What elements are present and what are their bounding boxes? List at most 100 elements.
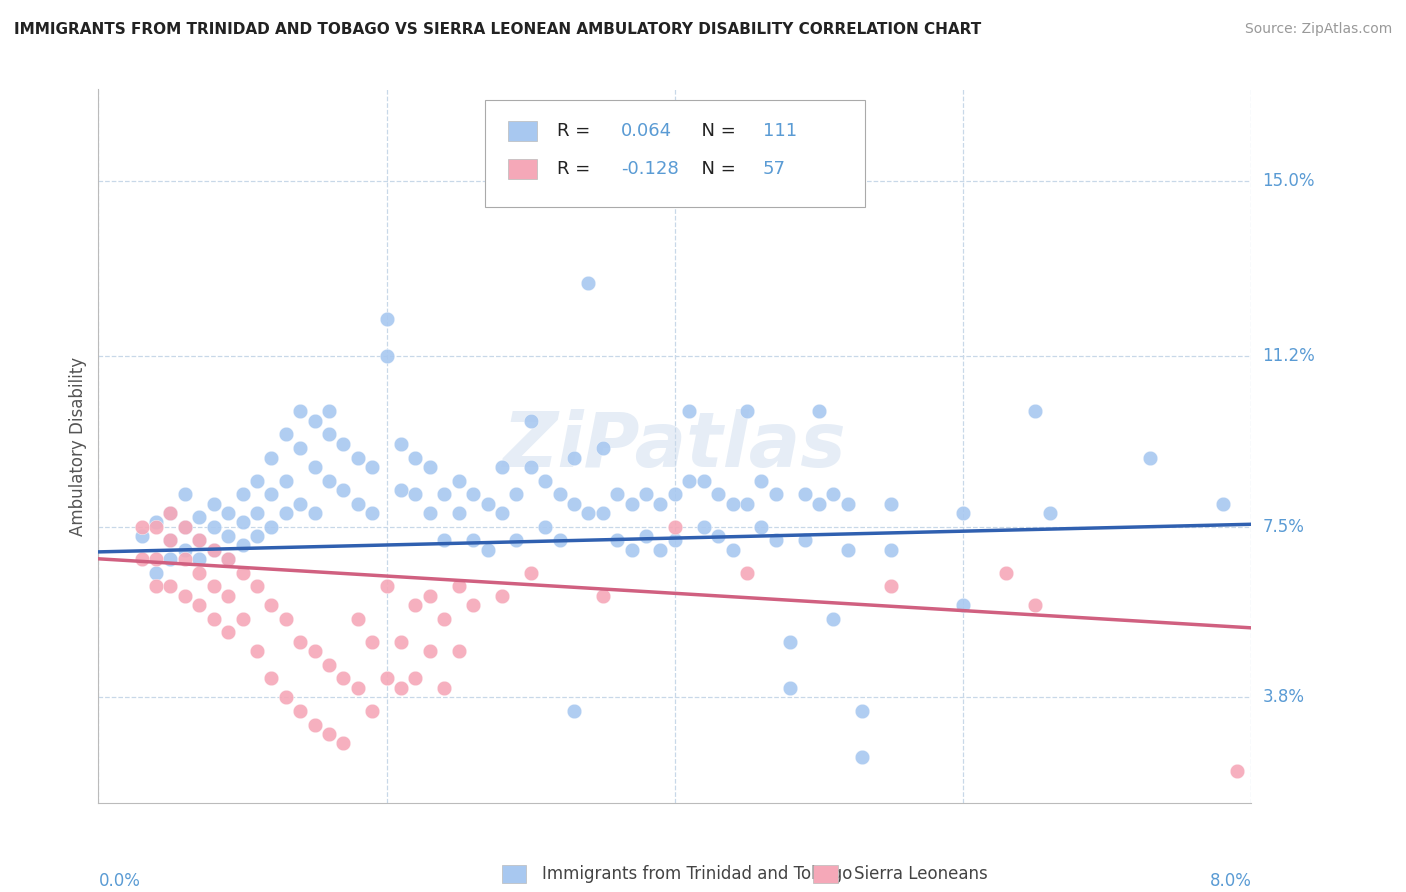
Text: Sierra Leoneans: Sierra Leoneans xyxy=(853,865,987,883)
Point xyxy=(447,506,470,520)
Point xyxy=(202,519,225,533)
Point xyxy=(447,644,470,658)
Text: -0.128: -0.128 xyxy=(620,161,679,178)
Point xyxy=(735,404,758,418)
Point xyxy=(131,519,153,533)
Point xyxy=(318,427,340,442)
FancyBboxPatch shape xyxy=(502,865,526,883)
Point xyxy=(332,436,354,450)
Point xyxy=(274,474,297,488)
Point xyxy=(290,497,312,511)
Point xyxy=(145,515,167,529)
Point xyxy=(389,634,412,648)
Point xyxy=(519,414,541,428)
Point xyxy=(433,487,456,501)
Point xyxy=(534,474,557,488)
Point xyxy=(159,551,181,566)
Text: R =: R = xyxy=(557,161,596,178)
Point xyxy=(491,459,513,474)
Point xyxy=(217,551,239,566)
Point xyxy=(851,704,873,718)
Point xyxy=(389,483,412,497)
Point xyxy=(707,529,730,543)
Point xyxy=(693,519,716,533)
Point xyxy=(346,497,368,511)
Point xyxy=(145,566,167,580)
Point xyxy=(159,533,181,548)
Point xyxy=(419,644,441,658)
Point xyxy=(880,497,903,511)
Point xyxy=(419,589,441,603)
Point xyxy=(174,589,197,603)
Point xyxy=(217,589,239,603)
Point xyxy=(636,529,658,543)
Point xyxy=(678,474,700,488)
Point xyxy=(217,506,239,520)
Point xyxy=(145,579,167,593)
Point xyxy=(491,589,513,603)
Point xyxy=(174,551,197,566)
Point xyxy=(274,612,297,626)
Point xyxy=(534,519,557,533)
Point xyxy=(290,704,312,718)
Point xyxy=(188,551,211,566)
Point xyxy=(1024,404,1046,418)
Point xyxy=(765,487,787,501)
Point xyxy=(188,533,211,548)
Text: ZiPatlas: ZiPatlas xyxy=(503,409,846,483)
Point xyxy=(823,487,845,501)
Point xyxy=(650,542,672,557)
Point xyxy=(721,497,744,511)
Point xyxy=(246,579,269,593)
Point xyxy=(419,506,441,520)
Point xyxy=(145,551,167,566)
Point xyxy=(318,727,340,741)
Point xyxy=(693,474,716,488)
Point xyxy=(807,497,830,511)
Text: 8.0%: 8.0% xyxy=(1209,871,1251,890)
Point xyxy=(664,519,686,533)
Point xyxy=(433,533,456,548)
Point xyxy=(735,566,758,580)
Point xyxy=(290,442,312,456)
Point xyxy=(461,533,484,548)
Point xyxy=(304,506,326,520)
Point xyxy=(375,312,398,326)
Point xyxy=(952,506,974,520)
Point xyxy=(592,589,614,603)
Point xyxy=(304,644,326,658)
Point xyxy=(952,598,974,612)
Point xyxy=(880,542,903,557)
Text: Immigrants from Trinidad and Tobago: Immigrants from Trinidad and Tobago xyxy=(543,865,852,883)
Point xyxy=(837,497,859,511)
Point xyxy=(375,349,398,363)
Point xyxy=(461,487,484,501)
FancyBboxPatch shape xyxy=(813,865,838,883)
Text: Source: ZipAtlas.com: Source: ZipAtlas.com xyxy=(1244,22,1392,37)
Point xyxy=(678,404,700,418)
Point xyxy=(793,533,815,548)
Point xyxy=(318,474,340,488)
Text: 111: 111 xyxy=(762,121,797,139)
Point xyxy=(202,542,225,557)
Text: 11.2%: 11.2% xyxy=(1263,347,1315,365)
Point xyxy=(851,749,873,764)
Point xyxy=(606,487,628,501)
Point xyxy=(793,487,815,501)
Point xyxy=(477,542,499,557)
Point xyxy=(447,474,470,488)
Point xyxy=(405,598,427,612)
Y-axis label: Ambulatory Disability: Ambulatory Disability xyxy=(69,357,87,535)
Point xyxy=(1211,497,1234,511)
Point xyxy=(174,519,197,533)
FancyBboxPatch shape xyxy=(485,100,865,207)
Point xyxy=(751,474,773,488)
Point xyxy=(174,542,197,557)
Text: 0.0%: 0.0% xyxy=(98,871,141,890)
Point xyxy=(332,483,354,497)
Point xyxy=(361,704,384,718)
Text: R =: R = xyxy=(557,121,596,139)
Point xyxy=(562,704,585,718)
Point xyxy=(188,533,211,548)
Point xyxy=(389,436,412,450)
